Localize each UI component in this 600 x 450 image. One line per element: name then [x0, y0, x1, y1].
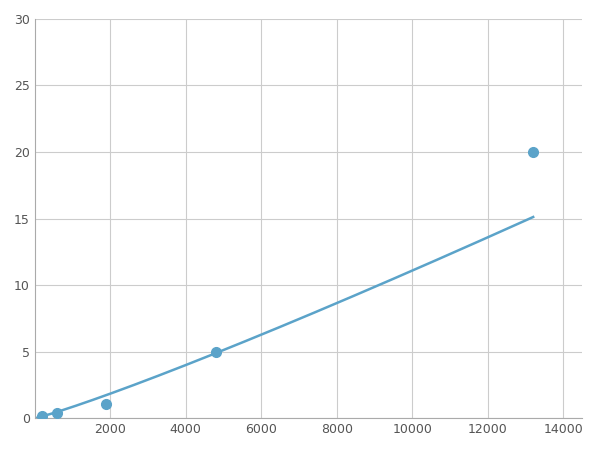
Point — [211, 348, 221, 356]
Point — [37, 412, 47, 419]
Point — [529, 148, 538, 156]
Point — [52, 410, 62, 417]
Point — [101, 400, 111, 407]
